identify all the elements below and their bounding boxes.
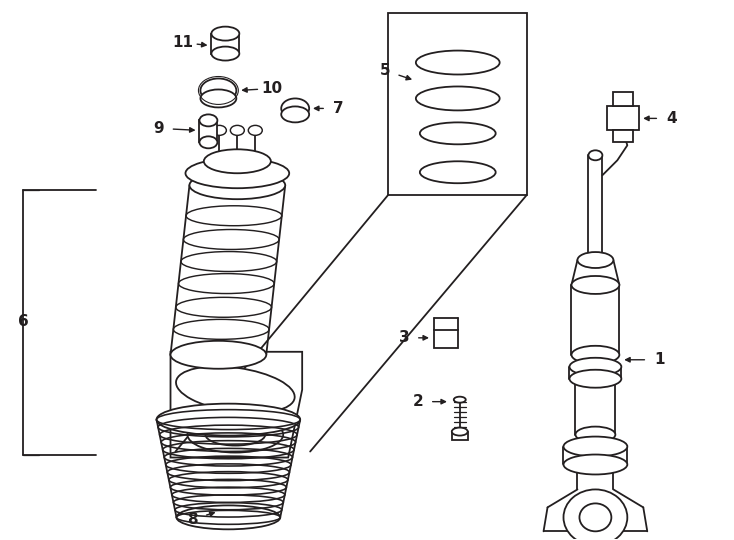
Text: 4: 4 bbox=[666, 111, 677, 126]
Bar bbox=[452, 431, 468, 440]
Ellipse shape bbox=[189, 171, 286, 199]
Ellipse shape bbox=[575, 427, 615, 443]
Ellipse shape bbox=[564, 455, 628, 475]
Text: 11: 11 bbox=[172, 35, 193, 50]
Ellipse shape bbox=[570, 358, 622, 376]
Ellipse shape bbox=[206, 423, 265, 446]
Text: 6: 6 bbox=[18, 314, 29, 329]
Ellipse shape bbox=[281, 98, 309, 118]
Ellipse shape bbox=[187, 417, 283, 453]
Ellipse shape bbox=[200, 136, 217, 149]
Text: 8: 8 bbox=[187, 512, 197, 527]
Ellipse shape bbox=[186, 158, 289, 188]
Ellipse shape bbox=[570, 370, 622, 388]
Ellipse shape bbox=[579, 503, 611, 531]
Ellipse shape bbox=[176, 367, 294, 413]
Bar bbox=[614, 130, 633, 143]
Text: 1: 1 bbox=[654, 352, 664, 367]
Ellipse shape bbox=[156, 404, 300, 436]
Ellipse shape bbox=[589, 150, 603, 160]
Polygon shape bbox=[170, 352, 302, 457]
Ellipse shape bbox=[454, 397, 466, 403]
Bar bbox=[614, 92, 633, 106]
Bar bbox=[434, 330, 458, 348]
Ellipse shape bbox=[452, 428, 468, 436]
Ellipse shape bbox=[564, 436, 628, 456]
Ellipse shape bbox=[212, 125, 226, 136]
Ellipse shape bbox=[281, 106, 309, 123]
Bar bbox=[211, 33, 239, 53]
Ellipse shape bbox=[211, 46, 239, 60]
Ellipse shape bbox=[578, 252, 614, 268]
Bar bbox=[200, 120, 217, 143]
Text: 2: 2 bbox=[413, 394, 424, 409]
Text: 9: 9 bbox=[153, 121, 164, 136]
Ellipse shape bbox=[211, 26, 239, 40]
Ellipse shape bbox=[200, 78, 236, 103]
Ellipse shape bbox=[204, 150, 271, 173]
Text: 10: 10 bbox=[262, 81, 283, 96]
Ellipse shape bbox=[248, 125, 262, 136]
Ellipse shape bbox=[572, 346, 619, 364]
Ellipse shape bbox=[176, 505, 280, 529]
Ellipse shape bbox=[200, 90, 236, 107]
Ellipse shape bbox=[230, 125, 244, 136]
Ellipse shape bbox=[572, 276, 619, 294]
Ellipse shape bbox=[564, 489, 628, 540]
Ellipse shape bbox=[170, 341, 266, 369]
Text: 3: 3 bbox=[399, 330, 410, 345]
Ellipse shape bbox=[200, 114, 217, 126]
Text: 7: 7 bbox=[333, 101, 344, 116]
Polygon shape bbox=[388, 12, 526, 195]
Bar bbox=[607, 106, 639, 130]
Text: 5: 5 bbox=[379, 63, 390, 78]
